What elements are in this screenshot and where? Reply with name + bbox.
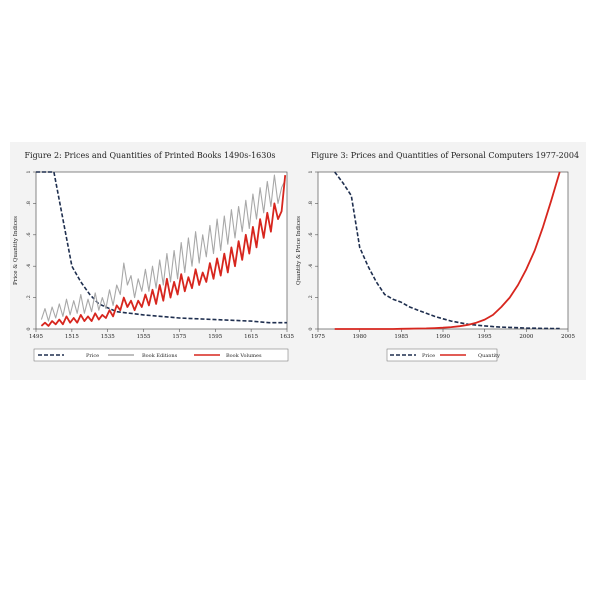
y-tick-label: .2 [26,295,32,300]
x-tick-label: 2005 [561,334,575,340]
x-tick-label: 2000 [519,334,533,340]
legend-box [33,348,289,362]
x-tick-label: 1515 [65,334,79,340]
y-tick-label: 0 [26,327,32,330]
x-tick-label: 1575 [172,334,186,340]
series-line-book-volumes [40,175,287,327]
legend-label: Price [422,353,435,359]
y-axis-label: Quantity & Price Indices [296,216,302,285]
y-tick-label: .2 [308,295,314,300]
series-line-price [36,171,287,324]
x-tick-label: 1995 [478,334,492,340]
chart-title: Figure 2: Prices and Quantities of Print… [24,151,275,160]
x-tick-label: 1595 [208,334,222,340]
y-tick-label: .4 [26,264,32,269]
y-tick-label: 0 [308,327,314,330]
legend-label: Price [86,353,99,359]
y-tick-label: 1 [308,170,314,173]
x-tick-label: 1495 [29,334,43,340]
y-tick-label: .8 [308,201,314,206]
x-tick-label: 1985 [394,334,408,340]
x-tick-label: 1555 [137,334,151,340]
y-axis-label: Price & Quantity Indices [13,216,19,285]
series-line-book-editions [40,174,286,322]
y-tick-label: .4 [308,264,314,269]
plot-area [317,171,569,330]
figure-3-chart: Figure 3: Prices and Quantities of Perso… [296,151,579,362]
series-line-quantity [334,171,561,330]
x-tick-label: 1615 [244,334,258,340]
series-line-price [334,171,560,330]
x-tick-label: 1535 [101,334,115,340]
y-tick-label: .6 [26,232,32,237]
chart-title: Figure 3: Prices and Quantities of Perso… [311,151,579,160]
y-tick-label: .6 [308,232,314,237]
legend-label: Quantity [478,353,500,359]
y-tick-label: .8 [26,201,32,206]
plot-area [35,171,288,330]
x-tick-label: 1990 [436,334,450,340]
legend-label: Book Volumes [226,353,262,359]
x-tick-label: 1980 [353,334,367,340]
y-tick-label: 1 [26,170,32,173]
x-tick-label: 1975 [311,334,325,340]
x-tick-label: 1635 [280,334,294,340]
legend-label: Book Editions [142,353,178,359]
figure-2-chart: Figure 2: Prices and Quantities of Print… [13,151,294,362]
